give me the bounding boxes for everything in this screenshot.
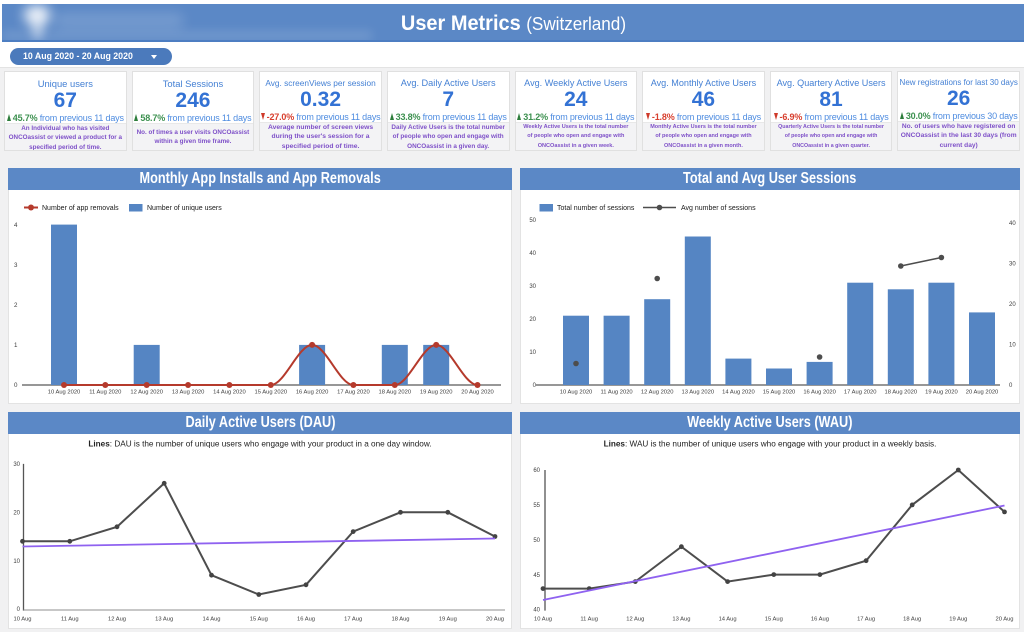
svg-text:19 Aug: 19 Aug <box>439 617 457 623</box>
svg-text:0: 0 <box>1009 383 1013 389</box>
svg-text:14 Aug 2020: 14 Aug 2020 <box>722 390 755 396</box>
svg-text:13 Aug 2020: 13 Aug 2020 <box>682 390 715 396</box>
svg-text:14 Aug 2020: 14 Aug 2020 <box>213 390 246 396</box>
svg-text:14 Aug: 14 Aug <box>202 617 220 623</box>
svg-text:Avg number of sessions: Avg number of sessions <box>681 205 756 212</box>
svg-text:12 Aug 2020: 12 Aug 2020 <box>130 390 163 396</box>
svg-text:15 Aug: 15 Aug <box>250 617 268 623</box>
svg-text:20 Aug: 20 Aug <box>995 617 1013 623</box>
svg-text:12 Aug 2020: 12 Aug 2020 <box>641 390 674 396</box>
svg-text:2: 2 <box>14 302 18 309</box>
svg-text:4: 4 <box>14 222 18 229</box>
svg-text:Lines: WAU is the number of un: Lines: WAU is the number of unique users… <box>604 440 937 449</box>
svg-text:16 Aug: 16 Aug <box>297 617 315 623</box>
svg-text:1: 1 <box>14 342 18 349</box>
svg-text:13 Aug: 13 Aug <box>155 617 173 623</box>
svg-text:Lines: DAU is the number of un: Lines: DAU is the number of unique users… <box>88 440 431 449</box>
svg-text:60: 60 <box>533 468 540 474</box>
svg-text:40: 40 <box>533 608 540 614</box>
svg-text:17 Aug 2020: 17 Aug 2020 <box>844 390 877 396</box>
svg-text:10: 10 <box>13 559 20 565</box>
svg-text:30: 30 <box>529 284 536 290</box>
svg-text:Total number of sessions: Total number of sessions <box>557 205 635 212</box>
svg-text:50: 50 <box>533 538 540 544</box>
svg-text:10 Aug: 10 Aug <box>13 617 31 623</box>
svg-text:18 Aug: 18 Aug <box>903 617 921 623</box>
svg-text:10: 10 <box>529 350 536 356</box>
svg-text:16 Aug 2020: 16 Aug 2020 <box>296 390 329 396</box>
svg-text:3: 3 <box>14 262 18 269</box>
svg-text:20: 20 <box>13 511 20 517</box>
svg-text:0: 0 <box>533 383 537 389</box>
svg-text:15 Aug: 15 Aug <box>765 617 783 623</box>
svg-text:0: 0 <box>17 607 21 613</box>
svg-text:20: 20 <box>529 317 536 323</box>
svg-text:18 Aug 2020: 18 Aug 2020 <box>885 390 918 396</box>
svg-text:16 Aug 2020: 16 Aug 2020 <box>803 390 836 396</box>
svg-text:17 Aug 2020: 17 Aug 2020 <box>337 390 370 396</box>
svg-text:15 Aug 2020: 15 Aug 2020 <box>255 390 288 396</box>
svg-text:14 Aug: 14 Aug <box>719 617 737 623</box>
svg-text:40: 40 <box>529 251 536 257</box>
svg-text:12 Aug: 12 Aug <box>108 617 126 623</box>
svg-text:19 Aug: 19 Aug <box>949 617 967 623</box>
svg-text:11 Aug: 11 Aug <box>580 617 598 623</box>
svg-text:20 Aug: 20 Aug <box>486 617 504 623</box>
svg-text:50: 50 <box>529 218 536 224</box>
svg-text:12 Aug: 12 Aug <box>626 617 644 623</box>
svg-text:11 Aug: 11 Aug <box>61 617 79 623</box>
svg-text:10 Aug 2020: 10 Aug 2020 <box>560 390 593 396</box>
svg-text:10: 10 <box>1009 343 1016 349</box>
svg-text:19 Aug 2020: 19 Aug 2020 <box>420 390 453 396</box>
svg-text:45: 45 <box>533 573 540 579</box>
svg-text:10 Aug 2020: 10 Aug 2020 <box>48 390 81 396</box>
svg-text:16 Aug: 16 Aug <box>811 617 829 623</box>
svg-text:30: 30 <box>13 462 20 468</box>
svg-text:20 Aug 2020: 20 Aug 2020 <box>461 390 494 396</box>
svg-text:18 Aug 2020: 18 Aug 2020 <box>379 390 412 396</box>
svg-text:17 Aug: 17 Aug <box>344 617 362 623</box>
svg-text:20: 20 <box>1009 302 1016 308</box>
svg-text:13 Aug 2020: 13 Aug 2020 <box>172 390 205 396</box>
svg-text:18 Aug: 18 Aug <box>391 617 409 623</box>
svg-text:13 Aug: 13 Aug <box>672 617 690 623</box>
svg-text:Number of unique users: Number of unique users <box>147 205 222 212</box>
svg-text:30: 30 <box>1009 261 1016 267</box>
svg-text:19 Aug 2020: 19 Aug 2020 <box>925 390 958 396</box>
svg-text:11 Aug 2020: 11 Aug 2020 <box>601 390 633 396</box>
svg-text:0: 0 <box>14 382 18 389</box>
svg-text:17 Aug: 17 Aug <box>857 617 875 623</box>
svg-text:40: 40 <box>1009 221 1016 227</box>
svg-text:Number of app removals: Number of app removals <box>42 205 119 212</box>
svg-text:10 Aug: 10 Aug <box>534 617 552 623</box>
svg-text:15 Aug 2020: 15 Aug 2020 <box>763 390 796 396</box>
svg-text:20 Aug 2020: 20 Aug 2020 <box>966 390 999 396</box>
svg-text:11 Aug 2020: 11 Aug 2020 <box>89 390 121 396</box>
svg-text:55: 55 <box>533 503 540 509</box>
